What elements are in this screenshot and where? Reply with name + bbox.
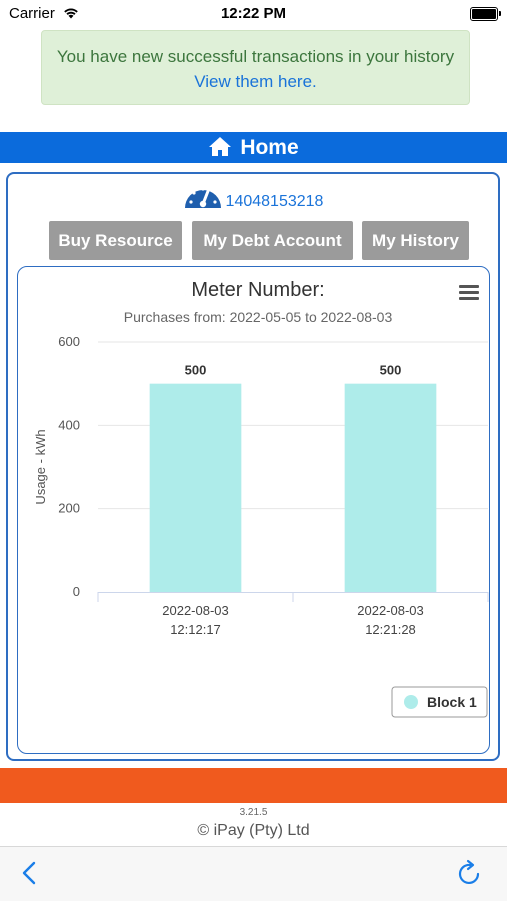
- back-icon[interactable]: [22, 861, 36, 890]
- legend-box: [391, 686, 488, 718]
- plot-area: 0 200 400 600 500 2022-08-03 12:12:17 500 2022-0…: [58, 334, 489, 718]
- view-history-link[interactable]: View them here.: [194, 72, 317, 91]
- bar-data-label: 500: [380, 363, 402, 378]
- y-axis-label: Usage - kWh: [33, 429, 48, 504]
- bar-data-label: 500: [185, 363, 207, 378]
- bar: [149, 383, 242, 592]
- home-header: Home: [0, 132, 507, 163]
- y-tick-label: 200: [58, 501, 80, 516]
- chart-title: Meter Number:: [191, 279, 324, 301]
- browser-toolbar: [0, 846, 507, 901]
- alert-message: You have new successful transactions in …: [56, 47, 455, 66]
- page-title: Home: [240, 136, 299, 159]
- meter-row: 14048153218: [8, 178, 498, 212]
- success-alert: You have new successful transactions in …: [41, 30, 470, 105]
- y-tick-label: 600: [58, 334, 80, 349]
- chart-menu-icon[interactable]: [459, 285, 479, 301]
- x-tick-label: 12:21:28: [365, 622, 416, 637]
- usage-chart: Meter Number: Purchases from: 2022-05-05…: [17, 266, 490, 754]
- legend-marker: [404, 695, 418, 709]
- x-tick-label: 2022-08-03: [357, 603, 424, 618]
- app-version: 3.21.5: [239, 807, 268, 818]
- chart-canvas: Meter Number: Purchases from: 2022-05-05…: [33, 279, 489, 718]
- wifi-icon: [62, 6, 80, 23]
- gauge-icon: [183, 178, 223, 217]
- debt-account-button[interactable]: My Debt Account: [192, 221, 353, 260]
- meter-number-link[interactable]: 14048153218: [225, 192, 324, 210]
- battery-icon: [470, 7, 501, 21]
- reload-icon[interactable]: [457, 859, 483, 892]
- x-tick-label: 2022-08-03: [162, 603, 229, 618]
- legend-label: Block 1: [427, 694, 477, 710]
- chart-subtitle: Purchases from: 2022-05-05 to 2022-08-03: [124, 309, 393, 325]
- history-button[interactable]: My History: [362, 221, 469, 260]
- x-tick-label: 12:12:17: [170, 622, 221, 637]
- status-bar: Carrier 12:22 PM: [0, 0, 507, 28]
- home-icon: [208, 135, 232, 166]
- y-tick-label: 400: [58, 417, 80, 432]
- clock: 12:22 PM: [220, 5, 287, 22]
- bar: [344, 383, 437, 592]
- buy-resource-button[interactable]: Buy Resource: [49, 221, 182, 260]
- y-tick-label: 0: [73, 584, 80, 599]
- copyright-text: © iPay (Pty) Ltd: [197, 822, 310, 839]
- home-panel: 14048153218 Buy Resource My Debt Account…: [6, 172, 500, 761]
- orange-banner: [0, 768, 507, 803]
- carrier-label: Carrier: [9, 5, 55, 22]
